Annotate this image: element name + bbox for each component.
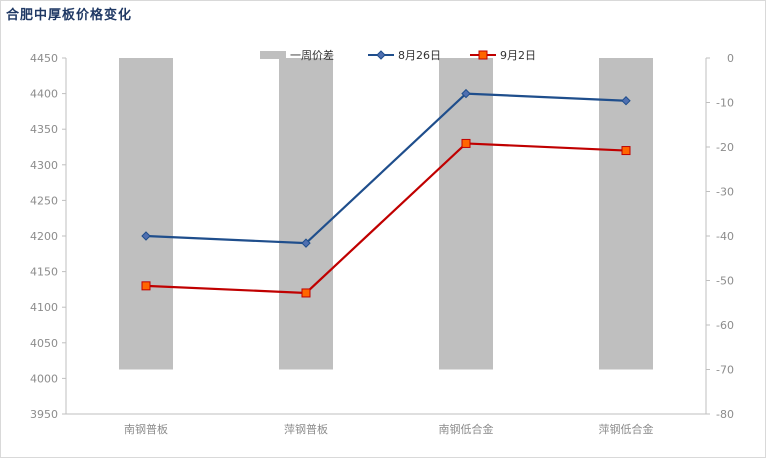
series-line-2 — [145, 142, 627, 295]
data-point — [141, 231, 151, 241]
right-tick-label: -50 — [716, 275, 734, 288]
left-tick-label: 4100 — [30, 301, 58, 314]
right-tick-label: -60 — [716, 319, 734, 332]
bar-1 — [119, 58, 173, 370]
right-tick-label: -40 — [716, 230, 734, 243]
left-tick-label: 4400 — [30, 88, 58, 101]
right-tick-label: -70 — [716, 364, 734, 377]
data-point — [301, 288, 311, 298]
category-label: 萍钢普板 — [284, 422, 328, 436]
bar-3 — [439, 58, 493, 370]
bar-4 — [599, 58, 653, 370]
left-tick-label: 4350 — [30, 123, 58, 136]
right-tick-label: 0 — [727, 52, 734, 65]
data-point — [621, 96, 631, 106]
left-tick-label: 4050 — [30, 337, 58, 350]
legend-label: 一周价差 — [290, 48, 334, 62]
right-tick-label: -20 — [716, 141, 734, 154]
legend-swatch — [260, 51, 286, 59]
category-label: 南钢低合金 — [439, 422, 494, 436]
legend-label: 8月26日 — [398, 49, 441, 62]
data-point — [301, 238, 311, 248]
data-point — [141, 281, 151, 291]
chart-title: 合肥中厚板价格变化 — [6, 8, 133, 23]
legend-marker — [376, 50, 386, 60]
left-tick-label: 3950 — [30, 408, 58, 421]
series-line-1 — [145, 92, 627, 245]
left-tick-label: 4450 — [30, 52, 58, 65]
legend-label: 9月2日 — [500, 49, 536, 62]
category-label: 南钢普板 — [124, 422, 168, 436]
left-tick-label: 4000 — [30, 372, 58, 385]
left-tick-label: 4200 — [30, 230, 58, 243]
bar-2 — [279, 58, 333, 370]
category-label: 萍钢低合金 — [599, 422, 654, 436]
data-point — [461, 88, 471, 99]
right-tick-label: -30 — [716, 186, 734, 199]
left-tick-label: 4250 — [30, 194, 58, 207]
data-point — [461, 138, 471, 148]
left-tick-label: 4150 — [30, 266, 58, 279]
right-tick-label: -10 — [716, 97, 734, 110]
legend-marker — [478, 50, 488, 60]
data-point — [621, 146, 631, 156]
right-tick-label: -80 — [716, 408, 734, 421]
left-tick-label: 4300 — [30, 159, 58, 172]
